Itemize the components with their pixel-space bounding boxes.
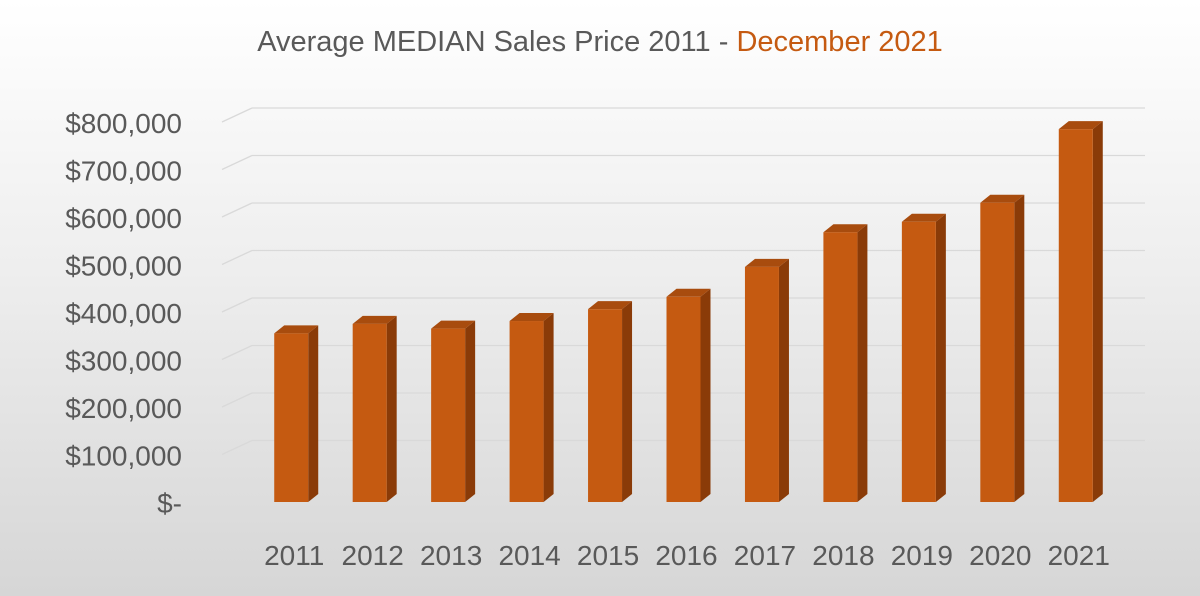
bar-side	[543, 313, 554, 502]
gridline-diagonal	[221, 107, 253, 123]
bar	[431, 328, 466, 502]
x-tick-label: 2014	[498, 540, 560, 571]
bar-side	[622, 301, 633, 502]
y-tick-label: $200,000	[65, 393, 182, 424]
bar-side	[700, 288, 711, 502]
x-tick-label: 2016	[655, 540, 717, 571]
bar	[588, 309, 623, 502]
bar-top	[431, 320, 476, 329]
bar-side	[1092, 121, 1103, 502]
bar-top	[823, 224, 868, 233]
gridline-diagonal	[221, 392, 253, 408]
bar	[274, 333, 309, 502]
x-tick-label: 2018	[812, 540, 874, 571]
y-tick-label: $800,000	[65, 108, 182, 139]
x-tick-label: 2020	[969, 540, 1031, 571]
bar	[823, 232, 858, 502]
bar	[1058, 129, 1093, 502]
y-tick-label: $-	[157, 488, 182, 519]
bar-side	[465, 320, 476, 502]
chart-title-main: Average MEDIAN Sales Price 2011 -	[257, 26, 737, 58]
bar-top	[666, 288, 711, 297]
y-tick-label: $400,000	[65, 298, 182, 329]
bar-top	[274, 325, 319, 334]
bar	[509, 321, 544, 502]
gridline-diagonal	[221, 439, 253, 456]
bar-side	[778, 258, 789, 502]
bar-side	[935, 213, 946, 502]
bar	[980, 202, 1015, 502]
x-tick-label: 2021	[1048, 540, 1110, 571]
gridline-diagonal	[221, 344, 253, 361]
bar-top	[509, 313, 554, 322]
x-tick-label: 2017	[734, 540, 796, 571]
bar	[901, 221, 936, 502]
gridline-diagonal	[221, 249, 253, 266]
gridline-diagonal	[221, 154, 253, 171]
bar-top	[980, 194, 1025, 203]
y-tick-label: $600,000	[65, 203, 182, 234]
y-tick-label: $300,000	[65, 346, 182, 377]
chart-title: Average MEDIAN Sales Price 2011 - Decemb…	[0, 26, 1200, 59]
bar-top	[1058, 121, 1103, 130]
bar	[744, 266, 779, 502]
bar	[352, 323, 387, 502]
bar-top	[352, 315, 397, 324]
x-tick-label: 2012	[342, 540, 404, 571]
chart-title-highlight: December 2021	[736, 26, 943, 58]
gridline-diagonal	[221, 202, 253, 218]
bar-side	[386, 315, 397, 502]
x-tick-label: 2019	[891, 540, 953, 571]
x-tick-label: 2011	[264, 540, 324, 571]
y-tick-label: $700,000	[65, 156, 182, 187]
bar-top	[588, 301, 633, 310]
x-tick-label: 2015	[577, 540, 639, 571]
bar-side	[857, 224, 868, 502]
y-tick-label: $100,000	[65, 441, 182, 472]
gridline-diagonal	[221, 297, 253, 313]
y-tick-label: $500,000	[65, 251, 182, 282]
bar-side	[1014, 194, 1025, 502]
bar-top	[744, 258, 789, 267]
bar	[666, 296, 701, 502]
bar-side	[308, 325, 319, 502]
x-tick-label: 2013	[420, 540, 482, 571]
bar-top	[901, 213, 946, 222]
